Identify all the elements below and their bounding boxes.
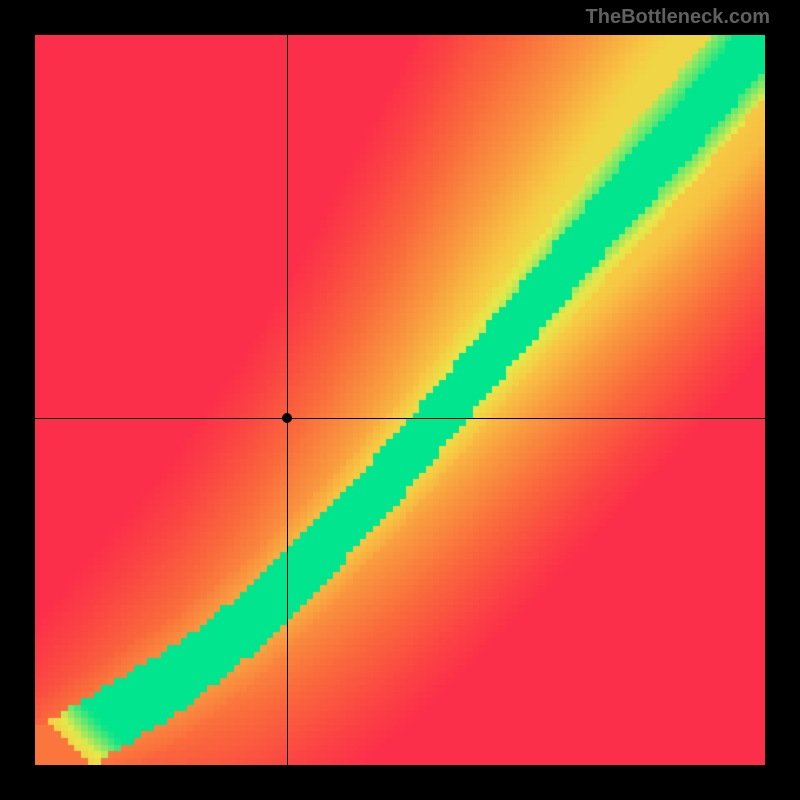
heatmap-canvas bbox=[35, 35, 765, 765]
marker-dot bbox=[282, 413, 292, 423]
crosshair-horizontal bbox=[35, 418, 765, 419]
watermark-text: TheBottleneck.com bbox=[586, 6, 770, 29]
heatmap-plot bbox=[35, 35, 765, 765]
crosshair-vertical bbox=[287, 35, 288, 765]
